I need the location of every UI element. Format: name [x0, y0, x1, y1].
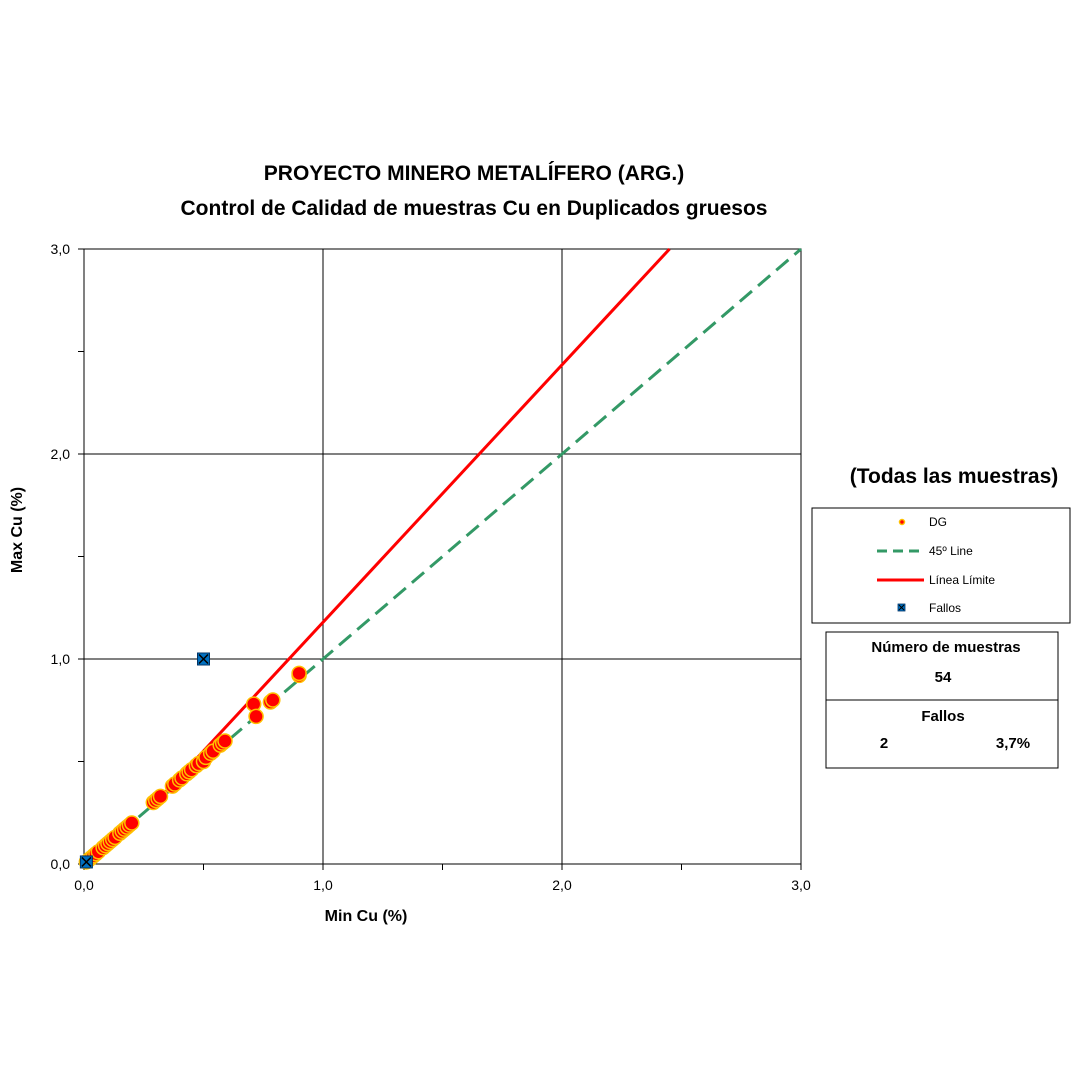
fail-point — [79, 855, 93, 869]
legend-label-limit-line: Línea Límite — [929, 573, 995, 587]
y-tick-label: 2,0 — [51, 446, 71, 462]
x-tick-label: 3,0 — [791, 877, 811, 893]
fail-points — [79, 652, 210, 869]
series-line — [154, 247, 671, 804]
x-square-icon — [897, 603, 906, 612]
legend: DG 45º Line Línea Límite Fallos — [811, 507, 1071, 624]
data-point — [248, 708, 264, 725]
x-tick-labels: 0,0 1,0 2,0 3,0 — [74, 877, 811, 893]
sample-count-box — [825, 631, 1059, 701]
data-point — [217, 733, 233, 749]
dot-icon — [898, 518, 906, 526]
x-tick-label: 2,0 — [552, 877, 572, 893]
fail-point — [197, 652, 210, 666]
stats-box: Número de muestras 54 Fallos 2 3,7% — [825, 631, 1059, 769]
y-tick-label: 0,0 — [51, 856, 71, 872]
data-point — [124, 815, 140, 831]
legend-heading: (Todas las muestras) — [850, 465, 1059, 488]
x-tick-label: 1,0 — [313, 877, 333, 893]
fail-marker-cross — [81, 856, 92, 867]
plot-area — [78, 247, 802, 870]
series-points — [78, 665, 307, 870]
data-point — [291, 665, 307, 682]
legend-label-dg: DG — [929, 515, 947, 529]
fail-percent: 3,7% — [996, 735, 1030, 752]
legend-label-45-line: 45º Line — [929, 544, 973, 558]
fail-marker-cross — [198, 653, 209, 665]
x-axis-label: Min Cu (%) — [325, 908, 408, 925]
fail-box — [825, 699, 1059, 769]
sample-count-value: 54 — [935, 669, 952, 686]
sample-count-label: Número de muestras — [871, 639, 1020, 656]
y-tick-label: 3,0 — [51, 241, 71, 257]
data-point — [265, 692, 281, 708]
chart-title: PROYECTO MINERO METALÍFERO (ARG.) — [264, 162, 684, 185]
legend-box — [811, 507, 1071, 624]
legend-label-fallos: Fallos — [929, 601, 961, 615]
fail-count: 2 — [880, 735, 888, 752]
chart-subtitle: Control de Calidad de muestras Cu en Dup… — [181, 197, 768, 220]
y-tick-labels: 0,0 1,0 2,0 3,0 — [51, 241, 71, 872]
fail-label: Fallos — [921, 708, 964, 725]
y-tick-label: 1,0 — [51, 651, 71, 667]
x-tick-label: 0,0 — [74, 877, 94, 893]
data-point — [245, 696, 262, 712]
axis-ticks — [78, 248, 802, 870]
y-axis-label: Max Cu (%) — [9, 487, 26, 573]
data-point — [152, 788, 169, 805]
